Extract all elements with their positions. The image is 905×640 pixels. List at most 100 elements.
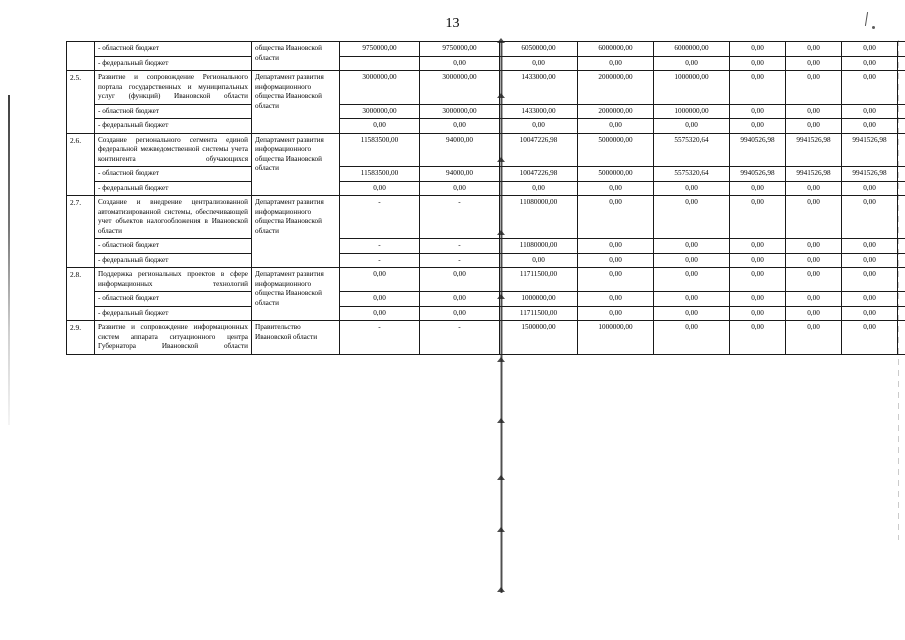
- amount-cell: 0,00: [785, 305, 842, 321]
- amount-cell: 0,00: [419, 267, 500, 292]
- amount-cell: 0,00: [653, 267, 730, 292]
- amount-cell: 0,00: [841, 70, 898, 105]
- amount-cell: 0,00: [729, 180, 786, 196]
- table-row: 2.7. Создание и внедрение централизованно…: [66, 195, 905, 268]
- amount-cell: 0,00: [577, 305, 654, 321]
- amount-cell: 6000000,00: [653, 41, 730, 57]
- amount-cell: 0,00: [785, 118, 842, 134]
- amount-cell: 0,00: [897, 320, 905, 355]
- responsible-organization-cell: Правительство Ивановской области: [251, 320, 340, 355]
- budget-source-cell: - областной бюджет: [94, 166, 252, 182]
- responsible-organization-cell: [339, 55, 420, 71]
- scan-artifact-crease-mark: [497, 230, 505, 235]
- amount-cell: 0,00: [897, 267, 905, 292]
- table-row: - областной бюджет - -11080000,00 0,00 0,00 0…: [67, 238, 905, 254]
- measure-description-cell: Создание и внедрение централизованной ав…: [94, 195, 252, 239]
- amount-cell: 9941526,98: [897, 132, 905, 167]
- budget-table-body: - областной бюджет общества Ивановской об…: [66, 41, 905, 355]
- amount-cell: 0,00: [897, 55, 905, 71]
- amount-cell: 0,00: [841, 252, 898, 268]
- budget-source-cell: - федеральный бюджет: [94, 55, 252, 71]
- table-row: - федеральный бюджет - -0,00 0,00 0,00 0,00 0,…: [67, 252, 905, 268]
- amount-cell: 0,00: [785, 180, 842, 196]
- amount-cell: -: [339, 238, 420, 254]
- amount-cell: 0,00: [577, 238, 654, 254]
- table-row: 2.8. Поддержка региональных проектов в сф…: [66, 267, 905, 321]
- amount-cell: 9750000,00: [339, 41, 420, 57]
- table-row: - областной бюджет 11583500,00 94000,00 100…: [67, 166, 905, 182]
- scan-artifact-crease-mark: [497, 38, 505, 43]
- amount-cell: 10047226,98: [499, 132, 578, 167]
- responsible-organization-cell: Департамент развития информационного общ…: [251, 267, 340, 321]
- amount-cell: 0,00: [785, 103, 842, 119]
- budget-source-cell: - областной бюджет: [94, 41, 252, 57]
- amount-cell: 1000000,00: [653, 103, 730, 119]
- amount-cell: 9940526,98: [729, 132, 786, 167]
- scan-artifact-crease-mark: [497, 418, 505, 423]
- scan-artifact-crease-mark: [497, 294, 505, 299]
- row-number-cell: [66, 41, 95, 71]
- amount-cell: 0,00: [577, 252, 654, 268]
- measure-description-cell: Создание регионального сегмента единой ф…: [94, 132, 252, 167]
- amount-cell: 0,00: [577, 291, 654, 307]
- table-row: - федеральный бюджет 0,00 0,00 0,00 0,00 0,00…: [67, 180, 905, 196]
- table-row: - федеральный бюджет 0,00 0,00 0,00 0,00 0,00…: [67, 55, 905, 71]
- row-number-cell: 2.5.: [66, 70, 95, 134]
- amount-cell: 11583500,00: [339, 132, 420, 167]
- table-row: - областной бюджет 3000000,00 3000000,00 14…: [67, 103, 905, 119]
- amount-cell: 0,00: [785, 195, 842, 239]
- budget-source-cell: - федеральный бюджет: [94, 180, 252, 196]
- amount-cell: 0,00: [897, 252, 905, 268]
- amount-cell: -: [419, 320, 500, 355]
- amount-cell: 1000000,00: [653, 70, 730, 105]
- scan-artifact-crease-mark: [497, 93, 505, 98]
- table-row: 2.5. Развитие и сопровождение Регионально…: [66, 70, 905, 134]
- amount-cell: 0,00: [653, 238, 730, 254]
- amount-cell: 0,00: [785, 252, 842, 268]
- budget-source-cell: - областной бюджет: [94, 238, 252, 254]
- amount-cell: 0,00: [419, 118, 500, 134]
- amount-cell: 0,00: [653, 118, 730, 134]
- amount-cell: 5000000,00: [577, 166, 654, 182]
- amount-cell: 0,00: [785, 70, 842, 105]
- amount-cell: 9941526,98: [785, 132, 842, 167]
- amount-cell: 0,00: [419, 291, 500, 307]
- responsible-organization-cell: общества Ивановской области: [251, 41, 340, 71]
- amount-cell: 0,00: [729, 118, 786, 134]
- amount-cell: 0,00: [729, 55, 786, 71]
- scan-artifact-crease-mark: [497, 587, 505, 592]
- amount-cell: 0,00: [729, 195, 786, 239]
- amount-cell: 0,00: [653, 55, 730, 71]
- amount-cell: 0,00: [653, 291, 730, 307]
- amount-cell: 11080000,00: [499, 238, 578, 254]
- budget-source-cell: - областной бюджет: [94, 103, 252, 119]
- amount-cell: 0,00: [339, 180, 420, 196]
- amount-cell: 0,00: [653, 180, 730, 196]
- amount-cell: 0,00: [897, 195, 905, 239]
- amount-cell: 0,00: [785, 55, 842, 71]
- amount-cell: 0,00: [499, 252, 578, 268]
- amount-cell: 0,00: [577, 118, 654, 134]
- amount-cell: 0,00: [841, 238, 898, 254]
- amount-cell: 0,00: [897, 180, 905, 196]
- amount-cell: -: [339, 320, 420, 355]
- amount-cell: 0,00: [419, 305, 500, 321]
- amount-cell: 1000000,00: [499, 291, 578, 307]
- amount-cell: 3000000,00: [339, 103, 420, 119]
- budget-source-cell: - областной бюджет: [94, 291, 252, 307]
- amount-cell: 0,00: [729, 103, 786, 119]
- amount-cell: 9941526,9: [897, 166, 905, 182]
- row-number-cell: 2.6.: [66, 132, 95, 196]
- scan-artifact-crease-mark: [497, 157, 505, 162]
- amount-cell: 3000000,00: [419, 103, 500, 119]
- amount-cell: 0,00: [729, 267, 786, 292]
- responsible-organization-cell: Департамент развития информационного общ…: [251, 195, 340, 268]
- scan-artifact-crease-mark: [497, 527, 505, 532]
- amount-cell: 0,00: [841, 55, 898, 71]
- amount-cell: 0,00: [841, 118, 898, 134]
- table-row: - федеральный бюджет 0,00 0,00 0,00 0,00 0,00…: [67, 118, 905, 134]
- budget-source-cell: - федеральный бюджет: [94, 118, 252, 134]
- amount-cell: 1433000,00: [499, 103, 578, 119]
- amount-cell: 11080000,00: [499, 195, 578, 239]
- amount-cell: 0,00: [841, 267, 898, 292]
